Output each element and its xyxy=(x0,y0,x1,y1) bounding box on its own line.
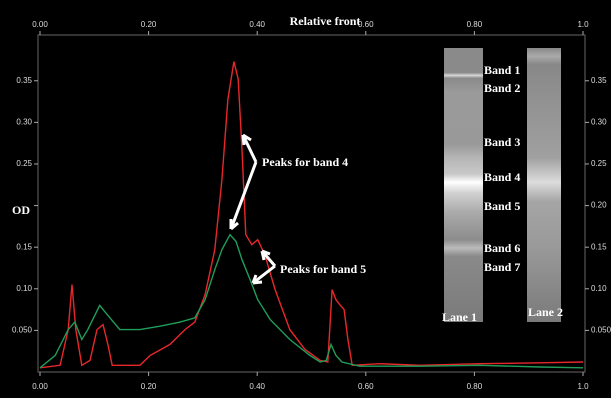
x-tick-label: 0.00 xyxy=(32,382,48,391)
annotation: Peaks for band 5 xyxy=(280,262,366,276)
x-tick-label: 1.0 xyxy=(577,382,589,391)
x-tick-label: 0.20 xyxy=(141,382,157,391)
y-tick-label: 0.25 xyxy=(16,159,32,168)
y-axis-label: OD xyxy=(12,203,30,217)
x-tick-label-top: 0.40 xyxy=(249,20,265,29)
lane-1-image xyxy=(444,48,483,322)
y-tick-label-right: 0.35 xyxy=(591,76,607,85)
y-tick-label: 0.35 xyxy=(16,76,32,85)
x-tick-label: 0.60 xyxy=(358,382,374,391)
y-tick-label-right: 0.050 xyxy=(591,326,611,335)
lane-2-image xyxy=(527,48,561,322)
x-tick-label-top: 0.80 xyxy=(467,20,483,29)
plot-area: 0.00 0.00 0.20 0.20 0.40 0.40 0.60 0.60 0.80 0.80… xyxy=(12,20,611,391)
x-tick-label-top: 1.0 xyxy=(577,20,589,29)
y-tick-label-right: 0.15 xyxy=(591,242,607,251)
x-tick-label-top: 0.20 xyxy=(141,20,157,29)
y-tick-label: 0.15 xyxy=(16,242,32,251)
data-line xyxy=(40,62,583,368)
chart-title: Relative front xyxy=(290,14,361,28)
x-tick-label-top: 0.00 xyxy=(32,20,48,29)
lane-label: Lane 2 xyxy=(528,305,563,319)
band-label: Band 3 xyxy=(484,135,520,149)
y-tick-label: 0.10 xyxy=(16,284,32,293)
band-label: Band 4 xyxy=(484,170,520,184)
band-label: Band 5 xyxy=(484,199,520,213)
chart: 0.00 0.00 0.20 0.20 0.40 0.40 0.60 0.60 0.80 0.80… xyxy=(0,0,611,398)
y-tick-label-right: 0.25 xyxy=(591,159,607,168)
x-tick-label-top: 0.60 xyxy=(358,20,374,29)
band-label: Band 2 xyxy=(484,81,520,95)
x-tick-label: 0.80 xyxy=(467,382,483,391)
x-tick-label: 0.40 xyxy=(249,382,265,391)
y-tick-label-right: 0.10 xyxy=(591,284,607,293)
y-tick-label: 0.050 xyxy=(12,326,33,335)
annotation: Peaks for band 4 xyxy=(262,155,348,169)
y-tick-label-right: 0.20 xyxy=(591,201,607,210)
band-label: Band 1 xyxy=(484,63,520,77)
band-label: Band 6 xyxy=(484,241,520,255)
y-tick-label-right: 0.30 xyxy=(591,117,607,126)
band-label: Band 7 xyxy=(484,260,520,274)
y-tick-label: 0.30 xyxy=(16,117,32,126)
lane-label: Lane 1 xyxy=(442,310,477,324)
